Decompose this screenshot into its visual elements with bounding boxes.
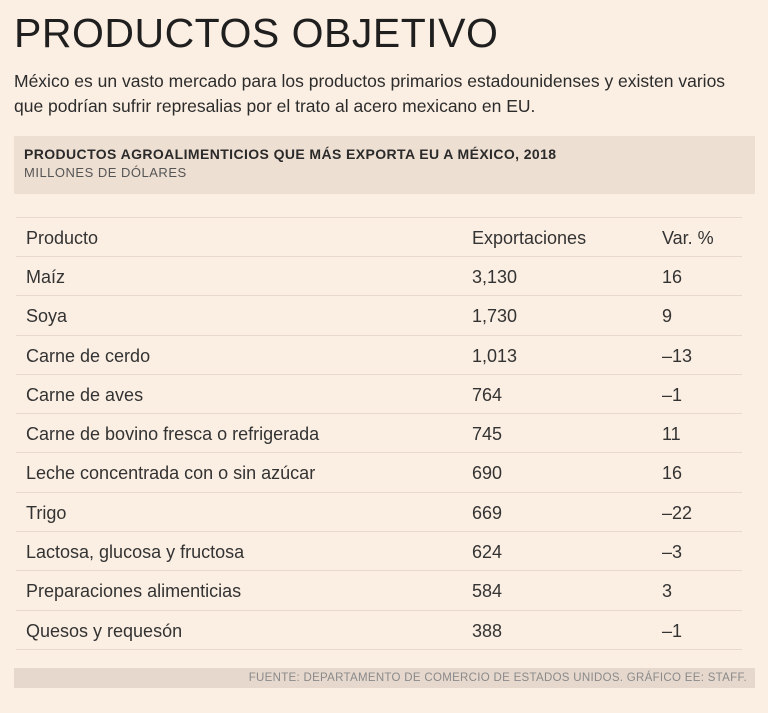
export-value: 690 xyxy=(472,463,503,484)
page-title: PRODUCTOS OBJETIVO xyxy=(14,10,499,56)
export-value: 624 xyxy=(472,542,503,563)
table-row: Maíz 3,130 16 xyxy=(16,257,742,297)
export-value: 584 xyxy=(472,581,503,602)
export-value: 669 xyxy=(472,502,503,523)
table-row: Preparaciones alimenticias 584 3 xyxy=(16,571,742,611)
column-header-var: Var. % xyxy=(662,228,714,248)
table-row: Leche concentrada con o sin azúcar 690 1… xyxy=(16,453,742,493)
product-name: Carne de cerdo xyxy=(26,345,151,366)
variation-value: 11 xyxy=(662,424,681,445)
product-name: Lactosa, glucosa y fructosa xyxy=(26,542,245,563)
product-name: Carne de aves xyxy=(26,384,144,405)
table-header-row: Producto Exportaciones Var. % xyxy=(16,217,742,257)
product-name: Trigo xyxy=(26,502,67,523)
table-header-box: PRODUCTOS AGROALIMENTICIOS QUE MÁS EXPOR… xyxy=(14,136,755,194)
variation-value: –1 xyxy=(662,384,683,405)
product-name: Maíz xyxy=(26,267,66,287)
product-name: Preparaciones alimenticias xyxy=(26,581,242,602)
product-name: Carne de bovino fresca o refrigerada xyxy=(26,424,320,445)
table-row: Carne de aves 764 –1 xyxy=(16,375,742,415)
export-value: 764 xyxy=(472,384,503,405)
source-note: FUENTE: DEPARTAMENTO DE COMERCIO DE ESTA… xyxy=(14,668,755,688)
variation-value: 16 xyxy=(662,267,683,287)
export-value: 1,730 xyxy=(472,306,518,327)
variation-value: 9 xyxy=(662,306,673,327)
variation-value: 3 xyxy=(662,581,673,602)
table-row: Carne de bovino fresca o refrigerada 745… xyxy=(16,414,742,454)
table-units: MILLONES DE DÓLARES xyxy=(24,165,187,180)
table-title: PRODUCTOS AGROALIMENTICIOS QUE MÁS EXPOR… xyxy=(24,146,557,162)
exports-table: Producto Exportaciones Var. % Maíz 3,130… xyxy=(16,217,742,650)
product-name: Leche concentrada con o sin azúcar xyxy=(26,463,316,484)
variation-value: –22 xyxy=(662,502,693,523)
export-value: 388 xyxy=(472,620,503,641)
product-name: Soya xyxy=(26,306,68,327)
variation-value: –13 xyxy=(662,345,693,366)
export-value: 745 xyxy=(472,424,503,445)
column-header-exportaciones: Exportaciones xyxy=(472,228,587,248)
table-row: Trigo 669 –22 xyxy=(16,493,742,533)
intro-text: México es un vasto mercado para los prod… xyxy=(14,71,726,116)
product-name: Quesos y requesón xyxy=(26,620,183,641)
variation-value: –3 xyxy=(662,542,683,563)
variation-value: 16 xyxy=(662,463,683,484)
export-value: 3,130 xyxy=(472,267,518,287)
table-row: Lactosa, glucosa y fructosa 624 –3 xyxy=(16,532,742,572)
export-value: 1,013 xyxy=(472,345,518,366)
variation-value: –1 xyxy=(662,620,683,641)
table-row: Quesos y requesón 388 –1 xyxy=(16,611,742,650)
table-row: Carne de cerdo 1,013 –13 xyxy=(16,336,742,375)
table-row: Soya 1,730 9 xyxy=(16,296,742,336)
column-header-producto: Producto xyxy=(26,228,99,248)
